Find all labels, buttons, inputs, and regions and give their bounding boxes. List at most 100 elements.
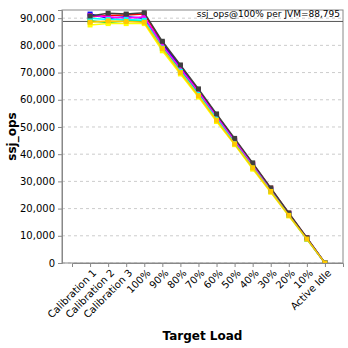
x-tick-mark [198,263,199,267]
series-marker [268,189,273,194]
y-tick-label: 0 [49,258,55,269]
y-tick: 90,000 [20,13,62,24]
y-axis: 0 10,000 20,000 30,000 40,000 50,000 60,000 70,… [20,11,63,269]
series-marker [214,118,219,123]
series-marker [322,261,327,264]
grid-line [62,181,343,182]
series-marker [124,18,129,23]
y-tick-mark [58,127,62,128]
series-marker [268,188,273,193]
y-tick-label: 20,000 [20,203,55,214]
x-tick-label: 30% [256,267,280,291]
x-tick-mark [162,263,163,267]
y-axis-title: ssj_ops [5,112,20,160]
series-marker [232,141,237,146]
x-axis: Calibration 1Calibration 2Calibration 31… [45,263,343,320]
x-tick-label: 20% [274,267,298,291]
y-tick: 50,000 [20,122,62,133]
series-marker [124,12,129,17]
series [88,18,328,263]
series-marker [232,141,237,146]
y-tick-mark [58,181,62,182]
series-line [90,21,325,263]
series-marker [322,261,327,264]
series-line [90,18,325,263]
y-tick: 40,000 [20,149,62,160]
series [88,13,328,263]
series-marker [322,261,327,264]
y-tick-mark [58,45,62,46]
grid-line [62,45,343,46]
series-group [88,10,328,263]
y-tick-mark [58,73,62,74]
series-marker [160,46,165,51]
x-tick-mark [217,263,218,267]
plot-frame [62,10,343,263]
series-marker [322,261,327,264]
series [88,12,328,263]
x-tick-label: 90% [147,267,171,291]
y-tick-label: 50,000 [20,122,55,133]
y-tick: 10,000 [20,230,62,241]
series-marker [322,261,327,264]
series-marker [178,70,183,75]
y-tick-mark [58,263,62,264]
series-marker [322,261,327,264]
series-marker [88,13,93,18]
series-marker [304,236,309,241]
grid-line [62,126,343,127]
x-tick-mark [126,263,127,267]
x-tick-mark [108,263,109,267]
chart: ssj_ops@100% per JVM=88,795010,00020,000… [0,0,348,348]
series-marker [286,213,291,218]
series [88,18,328,263]
x-tick: 80% [165,263,189,291]
series-marker [160,39,165,44]
series-marker [322,261,327,264]
x-tick-label: 60% [201,267,225,291]
series-line [90,21,325,263]
series-marker [106,11,111,16]
series-marker [322,261,327,264]
y-tick: 80,000 [20,40,62,51]
series [88,16,328,263]
grid-line [62,72,343,73]
grid-line [62,235,343,236]
x-tick-mark [144,263,145,267]
series-marker [124,19,129,24]
x-tick-mark [253,263,254,267]
y-tick-mark [58,209,62,210]
x-axis-line [73,264,344,268]
series-marker [214,111,219,116]
x-tick: 100% [125,263,153,295]
x-tick-mark [90,263,91,267]
x-tick-label: 70% [183,267,207,291]
x-tick: 20% [274,263,298,291]
series-marker [196,86,201,91]
series-marker [142,20,147,25]
grid-line [62,154,343,155]
series-marker [88,20,93,25]
x-tick-label: Active Idle [288,267,333,312]
grid [62,18,343,263]
x-tick-mark [307,263,308,267]
x-tick: Calibration 3 [81,263,134,320]
x-tick: 50% [219,263,243,291]
series-line [90,15,325,263]
series-marker [304,237,309,242]
y-tick: 70,000 [20,67,62,78]
series-marker [304,237,309,242]
y-tick: 30,000 [20,176,62,187]
x-tick: 70% [183,263,207,291]
y-tick-mark [58,18,62,19]
series-marker [286,213,291,218]
series-marker [304,237,309,242]
y-tick-label: 60,000 [20,94,55,105]
x-tick-mark [289,263,290,267]
y-tick: 60,000 [20,94,62,105]
series-marker [232,136,237,141]
series-line [90,14,325,263]
x-tick-mark [235,263,236,267]
series-line [90,13,325,263]
y-tick-label: 90,000 [20,13,55,24]
